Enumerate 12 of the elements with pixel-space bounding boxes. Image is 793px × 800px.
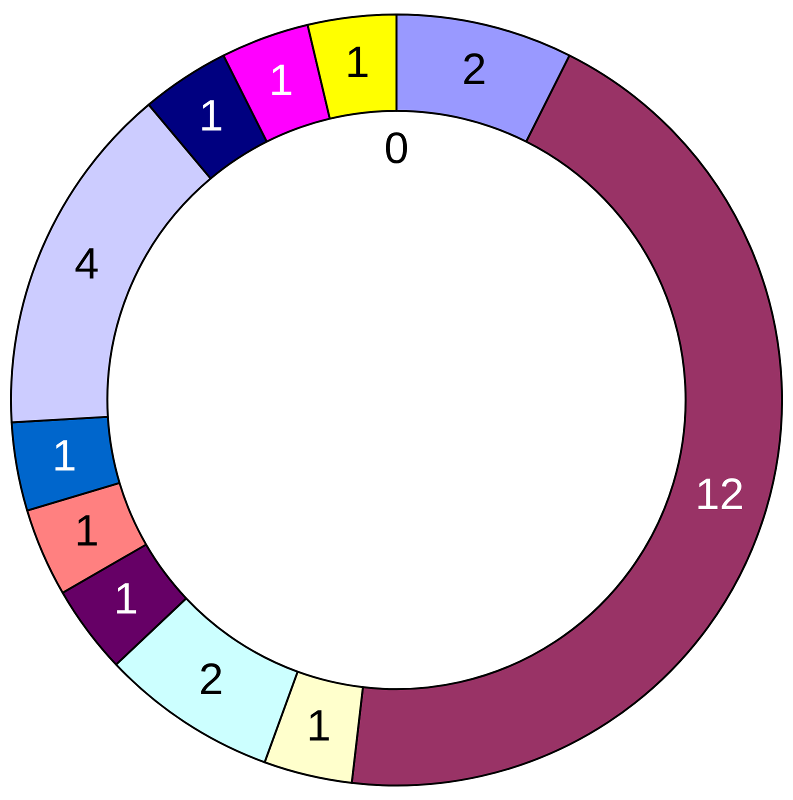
data-label: 1 — [268, 56, 294, 106]
data-label: 2 — [198, 654, 224, 704]
data-label: 1 — [74, 506, 100, 556]
data-label: 1 — [114, 574, 138, 624]
data-label: 4 — [74, 240, 100, 289]
data-label: 1 — [52, 432, 77, 481]
data-label: 12 — [695, 470, 744, 519]
text: 0 — [384, 124, 409, 174]
data-label: 1 — [306, 701, 331, 750]
data-label: 1 — [198, 91, 224, 140]
data-label: 1 — [345, 38, 370, 88]
data-label: 2 — [462, 44, 487, 94]
